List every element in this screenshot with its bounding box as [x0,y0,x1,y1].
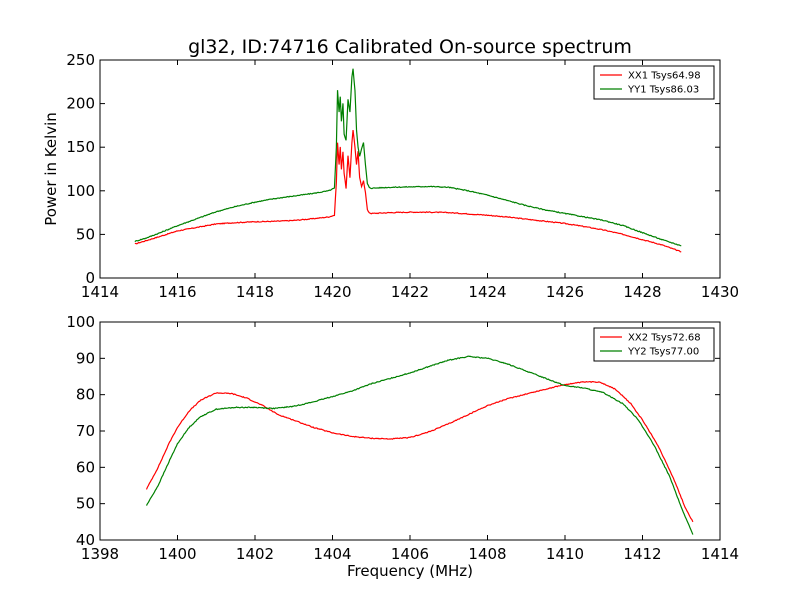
y-tick-label: 60 [76,458,95,476]
x-tick-label: 1428 [623,283,661,301]
x-tick-label: 1418 [236,283,274,301]
x-tick-label: 1414 [81,283,119,301]
legend-box [593,65,715,100]
legend: XX2 Tsys72.68 YY2 Tsys77.00 [593,327,715,362]
legend-label: XX2 Tsys72.68 [628,333,701,344]
x-tick-label: 1414 [701,545,739,563]
series-line-yy1 [134,68,682,247]
bottom-spectrum-panel: 1398 1400 1402 1404 1406 1408 1410 1412 1414 40 50… [66,313,739,563]
x-tick-label: 1412 [623,545,661,563]
x-tick-label: 1410 [546,545,584,563]
y-tick-label: 90 [76,349,95,367]
x-tick-label: 1400 [158,545,196,563]
y-tick-label: 100 [66,313,95,331]
legend-label: YY2 Tsys77.00 [627,347,699,358]
chart-title: gl32, ID:74716 Calibrated On-source spec… [188,36,632,58]
y-tick-label: 50 [76,495,95,513]
x-tick-label: 1408 [468,545,506,563]
x-tick-label: 1426 [546,283,584,301]
series-line-xx1 [134,129,682,253]
top-spectrum-panel: 1414 1416 1418 1420 1422 1424 1426 1428 1430 0 50 1… [66,51,739,301]
series-lines [134,68,682,253]
y-tick-label: 0 [85,269,95,287]
x-tick-label: 1404 [313,545,351,563]
x-axis-label: Frequency (MHz) [347,562,473,580]
series-lines [145,355,694,535]
y-tick-label: 200 [66,95,95,113]
y-tick-label: 40 [76,531,95,549]
y-tick-label: 250 [66,51,95,69]
legend-box [593,327,715,362]
y-tick-label: 50 [76,225,95,243]
legend-label: XX1 Tsys64.98 [628,71,701,82]
x-tick-label: 1430 [701,283,739,301]
x-tick-label: 1424 [468,283,506,301]
y-tick-label: 150 [66,138,95,156]
y-tick-label: 70 [76,422,95,440]
series-line-xx2 [145,380,694,523]
y-tick-label: 100 [66,182,95,200]
series-line-yy2 [145,355,694,535]
x-tick-label: 1422 [391,283,429,301]
x-tick-label: 1402 [236,545,274,563]
y-axis-label: Power in Kelvin [42,112,60,226]
legend: XX1 Tsys64.98 YY1 Tsys86.03 [593,65,715,100]
legend-label: YY1 Tsys86.03 [627,85,699,96]
x-tick-label: 1416 [158,283,196,301]
x-tick-label: 1420 [313,283,351,301]
y-tick-label: 80 [76,386,95,404]
x-tick-label: 1406 [391,545,429,563]
x-tick-label: 1398 [81,545,119,563]
